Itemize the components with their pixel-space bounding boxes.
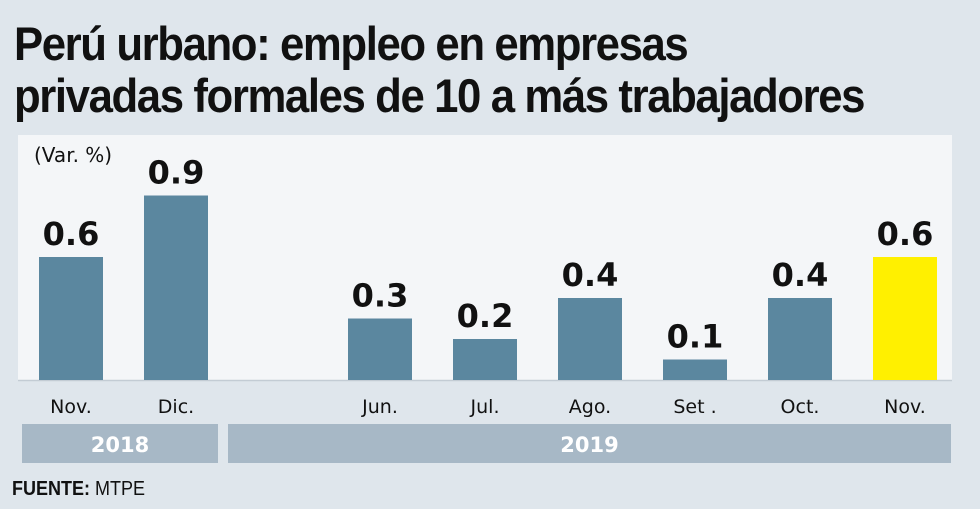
data-label-3: 0.2 [457, 297, 514, 335]
data-label-0: 0.6 [43, 215, 100, 253]
bar-4 [558, 298, 622, 380]
title-line-1: Perú urbano: empleo en empresas [14, 17, 689, 70]
year-label-2018: 2018 [91, 433, 149, 457]
bar-7 [873, 257, 937, 380]
data-label-2: 0.3 [352, 277, 409, 315]
data-label-7: 0.6 [877, 215, 934, 253]
x-tick-label-0: Nov. [50, 396, 92, 418]
data-label-5: 0.1 [667, 318, 724, 356]
bar-3 [453, 339, 517, 380]
bar-1 [144, 195, 208, 380]
source-note: FUENTE: MTPE [12, 478, 145, 501]
title-line-2: privadas formales de 10 a más trabajador… [14, 69, 865, 122]
x-tick-label-5: Set . [673, 396, 716, 418]
x-tick-label-6: Oct. [781, 396, 820, 418]
bar-5 [663, 359, 727, 380]
chart-title: Perú urbano: empleo en empresas privadas… [14, 18, 907, 122]
x-tick-label-2: Jun. [361, 396, 398, 418]
data-label-4: 0.4 [562, 256, 619, 294]
y-unit-label: (Var. %) [34, 143, 113, 167]
x-tick-label-4: Ago. [569, 396, 611, 418]
x-tick-label-1: Dic. [158, 396, 194, 418]
data-label-6: 0.4 [772, 256, 829, 294]
year-band-2018 [22, 424, 218, 463]
source-value: MTPE [95, 478, 146, 500]
bar-6 [768, 298, 832, 380]
year-band-2019 [228, 424, 951, 463]
bar-2 [348, 318, 412, 380]
bar-0 [39, 257, 103, 380]
data-label-1: 0.9 [148, 154, 205, 192]
x-tick-label-3: Jul. [470, 396, 500, 418]
year-label-2019: 2019 [560, 433, 618, 457]
x-tick-label-7: Nov. [884, 396, 926, 418]
source-label: FUENTE: [12, 478, 91, 500]
